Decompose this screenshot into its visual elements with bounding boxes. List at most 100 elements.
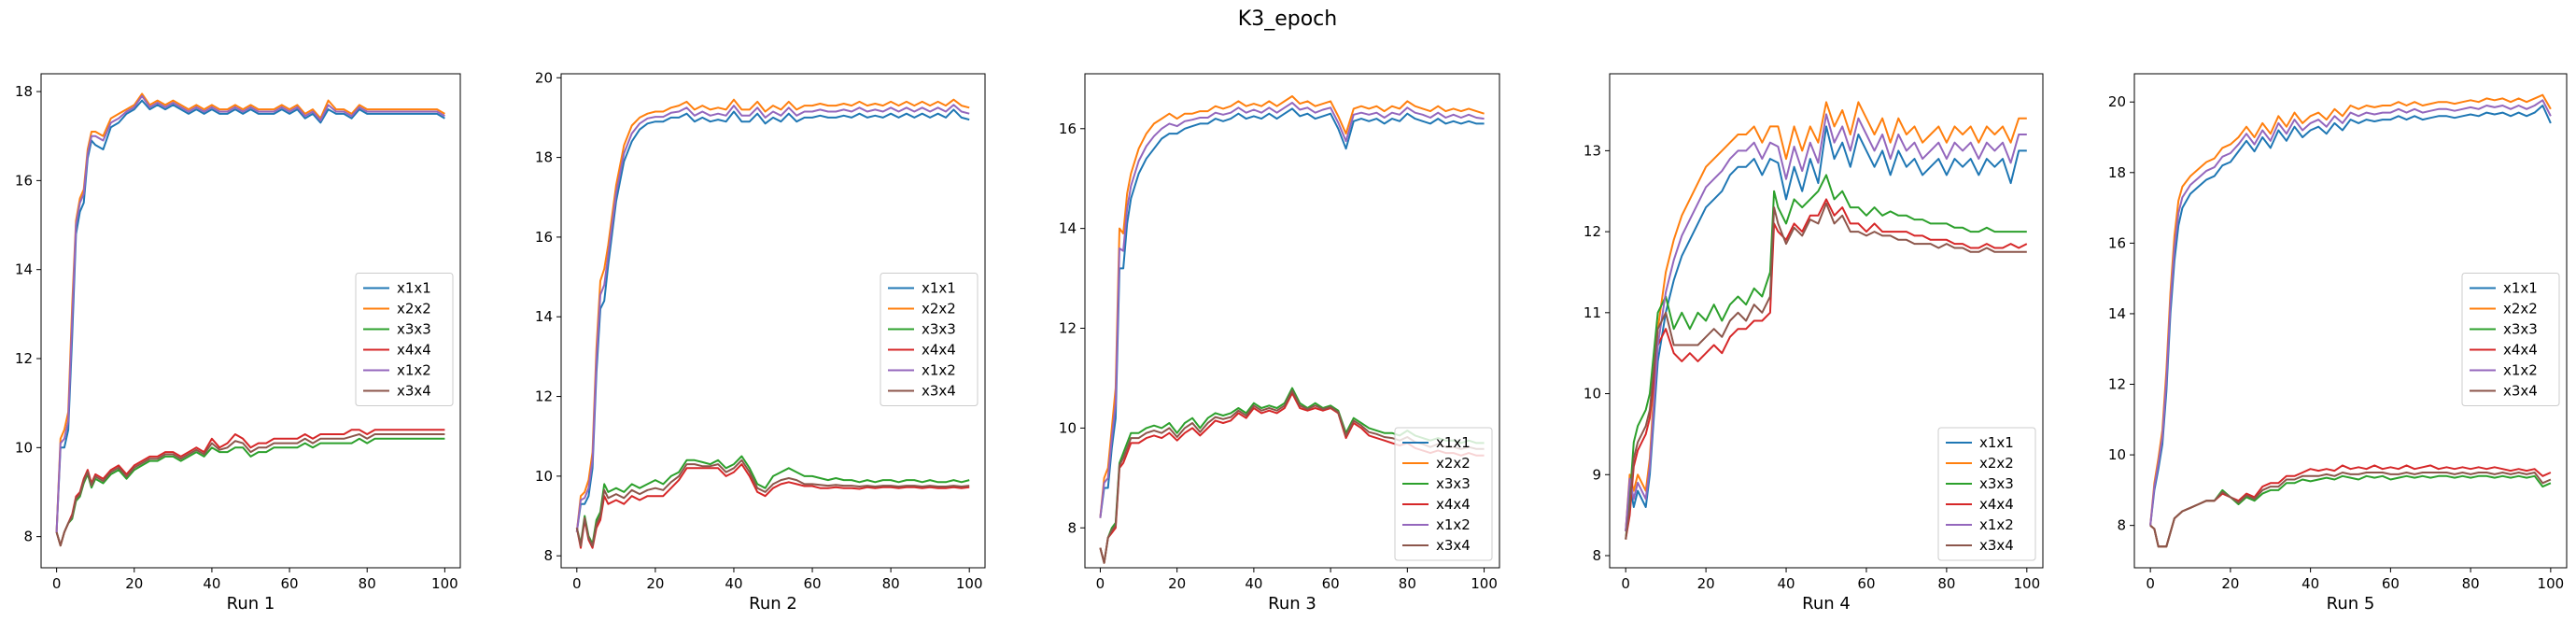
y-tick-label: 20 [2108,93,2126,110]
legend-entry: x3x3 [1979,475,2014,492]
x-tick-label: 80 [359,575,376,592]
legend-entry: x1x2 [1979,516,2014,533]
legend-entry: x3x3 [922,321,956,338]
legend-entry: x2x2 [1979,455,2014,472]
x-tick-label: 40 [2302,575,2319,592]
subplot-run-3: 0 20 40 60 80 100 8 10 12 14 16 Run 3 x1x1 x2x2 x3x3 x4… [1059,73,1500,614]
x-tick-label: 80 [882,575,900,592]
legend: x1x1 x2x2 x3x3 x4x4 x1x2 x3x4 [880,273,978,406]
legend-entry: x1x1 [1979,434,2014,451]
y-tick-label: 8 [1067,519,1077,536]
y-tick-label: 8 [2117,517,2126,534]
legend-entry: x2x2 [1436,455,1471,472]
series-line-x2x2 [1625,101,2027,532]
y-tick-label: 10 [15,439,33,456]
series-line-x1x1 [55,99,445,532]
axes-frame [560,73,986,569]
y-tick-label: 16 [2108,234,2126,251]
legend-entry: x4x4 [922,342,956,359]
x-tick-label: 40 [203,575,220,592]
subplot-run-2: 0 20 40 60 80 100 8 10 12 14 16 18 20 Run 2 x1x1 x2x2 x3… [535,69,986,614]
y-tick-label: 12 [535,388,553,405]
x-tick-label: 80 [1937,575,1955,592]
y-tick-label: 18 [2108,164,2126,181]
legend-box [355,273,454,406]
subplot-run-1: 0 20 40 60 80 100 8 10 12 14 16 18 Run 1 x1x1 x2x2 x3x3… [15,73,461,614]
legend-entry: x1x2 [2503,362,2538,379]
legend-entry: x3x4 [1979,537,2014,554]
legend-entry: x2x2 [397,301,431,318]
y-tick-label: 14 [15,261,33,278]
series-line-x1x2 [55,94,445,532]
x-tick-label: 20 [1697,575,1715,592]
y-tick-label: 12 [1059,320,1077,337]
x-tick-label: 0 [52,575,62,592]
x-tick-label: 60 [803,575,821,592]
series-line-x3x4 [2149,472,2552,548]
figure-title: K3_epoch [1238,7,1337,31]
series-line-x1x2 [1099,102,1485,518]
y-tick-label: 8 [1592,547,1601,564]
series-line-x4x4 [55,429,445,547]
legend-entry: x4x4 [397,342,431,359]
legend: x1x1 x2x2 x3x3 x4x4 x1x2 x3x4 [1937,427,2036,561]
x-tick-label: 100 [431,575,458,592]
series-line-x3x3 [575,455,970,545]
y-tick-label: 12 [15,350,33,367]
legend: x1x1 x2x2 x3x3 x4x4 x1x2 x3x4 [2461,273,2560,406]
y-tick-label: 12 [2108,376,2126,393]
series-line-x1x2 [2149,99,2552,526]
y-tick-label: 10 [1584,386,1601,402]
x-axis-label: Run 2 [749,594,797,614]
legend-entry: x3x4 [1436,537,1471,554]
x-tick-label: 80 [1399,575,1416,592]
x-tick-label: 100 [956,575,983,592]
series-line-x1x2 [1625,113,2027,532]
x-axis-label: Run 4 [1802,594,1851,614]
legend-box [1394,427,1493,561]
x-tick-label: 80 [2462,575,2480,592]
legend-entry: x3x4 [2503,383,2538,400]
y-tick-label: 14 [2108,305,2126,322]
x-axis-label: Run 5 [2327,594,2375,614]
series-line-x3x3 [55,437,445,547]
x-tick-label: 40 [1777,575,1795,592]
series-line-x4x4 [1625,198,2028,540]
legend-box [1937,427,2036,561]
legend-entry: x3x3 [1436,475,1471,492]
legend-entry: x3x3 [397,321,431,338]
series-line-x1x1 [2149,105,2552,526]
y-tick-label: 18 [15,83,33,100]
series-line-x1x1 [1099,107,1485,518]
legend-entry: x2x2 [922,301,956,318]
legend-entry: x1x1 [1436,434,1471,451]
y-tick-label: 8 [543,547,553,564]
legend-entry: x3x4 [922,383,956,400]
legend-entry: x1x1 [2503,280,2538,297]
series-line-x3x4 [55,433,445,547]
x-tick-label: 0 [1096,575,1105,592]
series-line-x3x3 [1625,174,2027,540]
x-tick-label: 40 [725,575,742,592]
x-tick-label: 60 [1857,575,1875,592]
axes-frame [1084,73,1500,569]
y-tick-label: 10 [535,468,553,485]
y-tick-label: 14 [1059,220,1077,237]
x-tick-label: 0 [2146,575,2155,592]
x-tick-label: 20 [125,575,143,592]
series-line-x2x2 [2149,93,2552,526]
x-axis-label: Run 1 [227,594,275,614]
x-tick-label: 100 [2013,575,2040,592]
y-tick-label: 10 [1059,419,1077,436]
x-tick-label: 100 [2538,575,2565,592]
legend-entry: x2x2 [2503,301,2538,318]
x-tick-label: 60 [281,575,299,592]
y-tick-label: 10 [2108,446,2126,463]
axes-frame [1609,73,2044,569]
legend-entry: x3x3 [2503,321,2538,338]
legend-entry: x3x4 [397,383,431,400]
x-tick-label: 0 [1621,575,1630,592]
x-tick-label: 20 [646,575,664,592]
